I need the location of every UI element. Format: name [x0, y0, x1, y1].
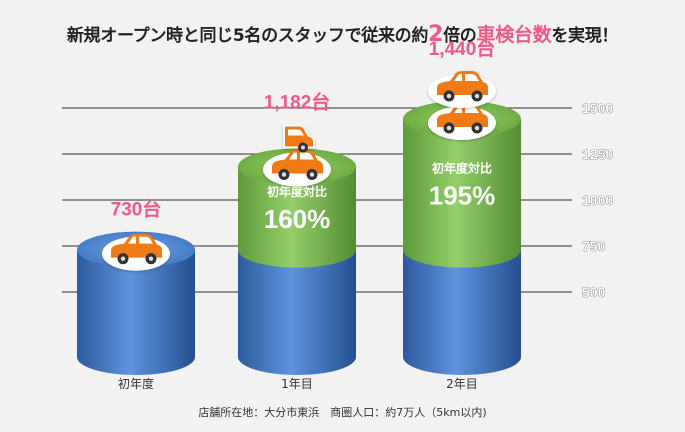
car-hubcap	[474, 125, 480, 131]
car-windows	[454, 74, 479, 82]
x-category-label: 2年目	[446, 377, 478, 391]
car-hubcap	[120, 256, 126, 261]
car-icon	[428, 71, 496, 109]
car-hubcap	[309, 172, 315, 177]
chart-headline: 新規オープン時と同じ5名のスタッフで従来の約2倍の車検台数を実現！	[0, 20, 685, 47]
bar-1-base-side	[238, 249, 356, 375]
car-hubcap	[148, 256, 154, 261]
headline-emphasis: 車検台数	[476, 24, 552, 46]
footnote: 店舗所在地：大分市東浜 商圏人口：約7万人（5km以内)	[198, 406, 487, 419]
x-category-label: 初年度	[118, 376, 154, 391]
car-hubcap	[474, 93, 480, 99]
y-tick-label: 500	[582, 284, 606, 300]
y-tick-label: 1500	[582, 100, 613, 116]
bar-1-growth-side	[238, 166, 356, 268]
car-half-icon	[283, 124, 315, 153]
bar-0-side	[77, 249, 195, 375]
car-hubcap	[301, 145, 305, 150]
ratio-label: 195%	[429, 180, 496, 210]
car-hubcap	[446, 125, 452, 131]
car-body	[437, 71, 488, 96]
bar-2-base-side	[403, 249, 521, 375]
bar-2-growth-side	[403, 119, 521, 268]
headline-part-2: 倍の	[443, 26, 477, 46]
ratio-caption: 初年度対比	[267, 184, 327, 199]
y-tick-label: 1000	[582, 192, 613, 208]
value-label: 730台	[111, 198, 162, 221]
car-icon	[102, 233, 170, 271]
y-tick-label: 750	[582, 238, 606, 254]
value-label: 1,182台	[264, 91, 331, 114]
headline-number: 2	[428, 22, 444, 47]
x-category-label: 1年目	[281, 377, 313, 391]
car-hubcap	[446, 93, 452, 99]
headline-part-3: を実現！	[551, 26, 619, 46]
car-windows	[289, 152, 314, 160]
y-tick-label: 1250	[582, 146, 613, 162]
car-icon	[263, 149, 331, 187]
headline-part-1: 新規オープン時と同じ5名のスタッフで従来の約	[66, 26, 429, 46]
car-hubcap	[281, 172, 287, 177]
ratio-label: 160%	[264, 204, 331, 234]
value-label: 1,440台	[429, 37, 496, 60]
car-windows	[128, 236, 153, 244]
ratio-caption: 初年度対比	[432, 160, 492, 175]
car-windows	[288, 129, 304, 136]
